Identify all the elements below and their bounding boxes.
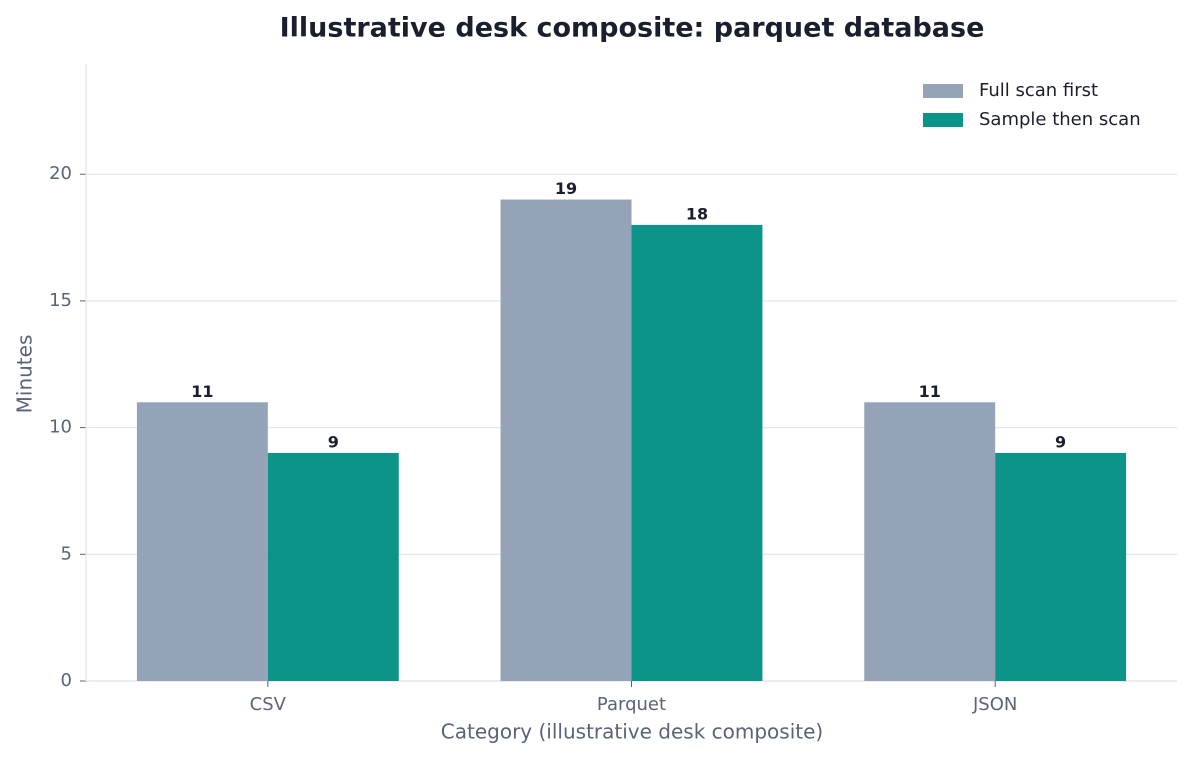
value-label: 9 [328,432,339,451]
bar [864,402,996,681]
bar [500,199,632,681]
legend-swatch [923,113,963,127]
bar [995,452,1127,681]
legend-label: Full scan first [979,80,1098,101]
y-tick-label: 20 [49,163,72,184]
value-label: 9 [1055,432,1066,451]
value-label: 18 [686,204,708,223]
value-label: 11 [191,382,213,401]
y-tick-label: 0 [61,670,72,691]
y-tick-label: 15 [49,290,72,311]
x-tick-label: CSV [250,694,287,715]
x-axis-label: Category (illustrative desk composite) [441,720,823,744]
value-label: 11 [919,382,941,401]
bar [631,224,763,682]
y-tick-label: 5 [61,543,72,564]
x-tick-label: JSON [972,694,1017,715]
bar [267,452,399,681]
chart-title: Illustrative desk composite: parquet dat… [280,13,985,44]
value-label: 19 [555,179,577,198]
y-tick-label: 10 [49,417,72,438]
legend-label: Sample then scan [979,109,1141,130]
legend-swatch [923,84,963,98]
bar [136,402,268,681]
x-tick-label: Parquet [597,694,666,715]
y-axis-label: Minutes [13,335,37,414]
